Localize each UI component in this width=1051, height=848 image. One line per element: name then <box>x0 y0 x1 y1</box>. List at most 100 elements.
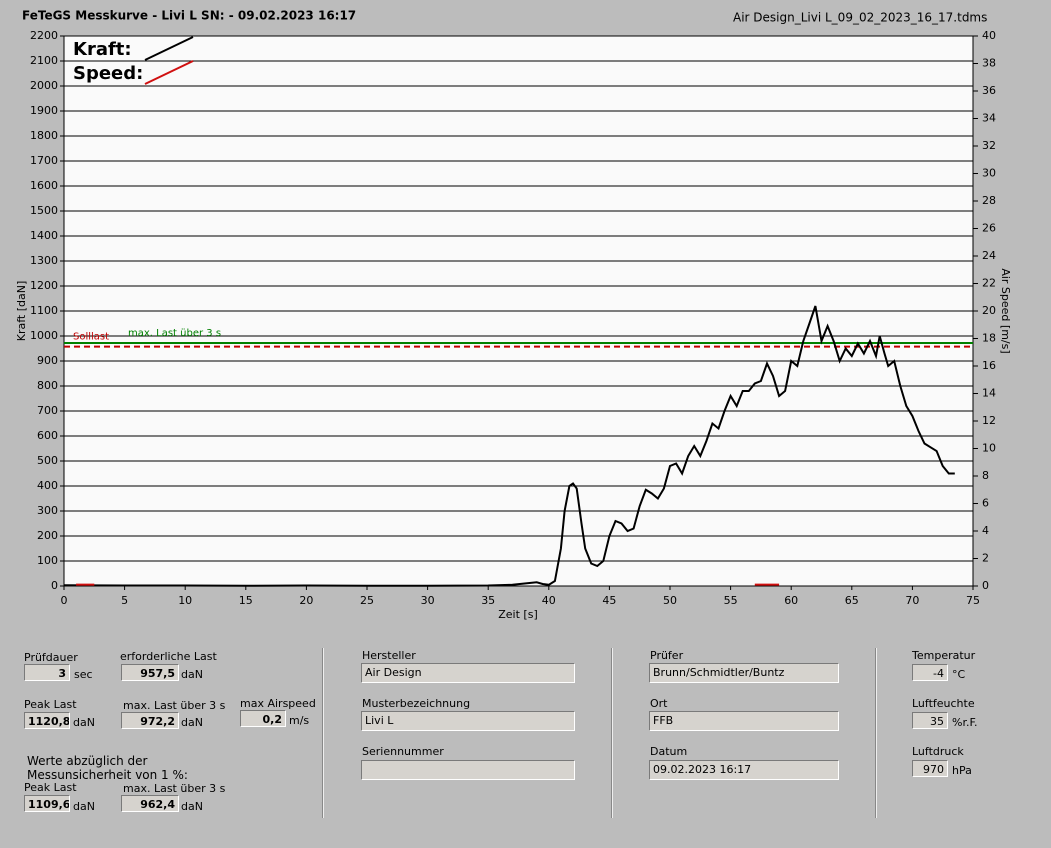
x-tick-label: 45 <box>602 594 616 607</box>
y-tick-label: 2200 <box>30 29 58 42</box>
y2-tick-label: 2 <box>982 552 989 565</box>
y2-tick-label: 10 <box>982 442 996 455</box>
y-axis-label: Kraft [daN] <box>15 281 28 342</box>
field-label: Seriennummer <box>362 745 444 758</box>
y-tick-label: 1900 <box>30 104 58 117</box>
field-value: 35 <box>912 712 948 729</box>
field-value <box>361 760 575 780</box>
y2-tick-label: 22 <box>982 277 996 290</box>
y2-tick-label: 38 <box>982 57 996 70</box>
separator <box>322 648 324 818</box>
y-tick-label: 900 <box>37 354 58 367</box>
field-value: 972,2 <box>121 712 179 729</box>
field-label: max. Last über 3 s <box>123 699 226 712</box>
field-value: 957,5 <box>121 664 179 681</box>
chart-title: FeTeGS Messkurve - Livi L SN: - 09.02.20… <box>22 9 356 23</box>
y-tick-label: 2000 <box>30 79 58 92</box>
field-label: Luftdruck <box>912 745 964 758</box>
x-tick-label: 65 <box>845 594 859 607</box>
field-label: Prüfer <box>650 649 684 662</box>
note: Messunsicherheit von 1 %: <box>27 768 188 782</box>
x-tick-label: 0 <box>61 594 68 607</box>
y2-tick-label: 8 <box>982 469 989 482</box>
x-axis-label: Zeit [s] <box>498 608 537 621</box>
y2-tick-label: 40 <box>982 29 996 42</box>
separator <box>875 648 877 818</box>
x-tick-label: 75 <box>966 594 980 607</box>
field-unit: m/s <box>289 714 310 727</box>
y2-tick-label: 26 <box>982 222 996 235</box>
field-value: Brunn/Schmidtler/Buntz <box>649 663 839 683</box>
field-unit: daN <box>73 716 95 729</box>
chart: FeTeGS Messkurve - Livi L SN: - 09.02.20… <box>15 9 1012 622</box>
y2-tick-label: 20 <box>982 304 996 317</box>
y-tick-label: 1800 <box>30 129 58 142</box>
series-line <box>63 305 955 587</box>
y-tick-label: 1300 <box>30 254 58 267</box>
field-unit: daN <box>73 800 95 813</box>
x-tick-label: 60 <box>784 594 798 607</box>
field-unit: daN <box>181 800 203 813</box>
field-value: 1109,6 <box>24 795 70 812</box>
x-tick-label: 40 <box>542 594 556 607</box>
legend-swatch <box>144 60 194 85</box>
y2-tick-label: 18 <box>982 332 996 345</box>
field-label: Hersteller <box>362 649 416 662</box>
x-tick-label: 5 <box>121 594 128 607</box>
x-tick-label: 30 <box>421 594 435 607</box>
field-label: Musterbezeichnung <box>362 697 471 710</box>
y-tick-label: 1600 <box>30 179 58 192</box>
x-tick-label: 20 <box>299 594 313 607</box>
field-label: Temperatur <box>912 649 976 662</box>
note: Werte abzüglich der <box>27 754 148 768</box>
field-label: Peak Last <box>24 698 77 711</box>
separator <box>611 648 613 818</box>
field-value: 3 <box>24 664 70 681</box>
y-tick-label: 200 <box>37 529 58 542</box>
field-unit: sec <box>74 668 93 681</box>
field-unit: hPa <box>952 764 972 777</box>
y2-tick-label: 14 <box>982 387 996 400</box>
reference-label: max. Last über 3 s <box>128 328 221 339</box>
field-label: max. Last über 3 s <box>123 782 226 795</box>
y2-tick-label: 0 <box>982 579 989 592</box>
y-tick-label: 700 <box>37 404 58 417</box>
x-tick-label: 10 <box>178 594 192 607</box>
y2-tick-label: 32 <box>982 139 996 152</box>
field-value: 09.02.2023 16:17 <box>649 760 839 780</box>
field-label: Datum <box>650 745 688 758</box>
y2-tick-label: 34 <box>982 112 996 125</box>
x-tick-label: 25 <box>360 594 374 607</box>
y-tick-label: 600 <box>37 429 58 442</box>
y2-tick-label: 30 <box>982 167 996 180</box>
y-tick-label: 400 <box>37 479 58 492</box>
field-label: Peak Last <box>24 781 77 794</box>
y2-tick-label: 28 <box>982 194 996 207</box>
field-label: Luftfeuchte <box>912 697 975 710</box>
y-tick-label: 1000 <box>30 329 58 342</box>
field-unit: daN <box>181 716 203 729</box>
y2-tick-label: 6 <box>982 497 989 510</box>
y-tick-label: 1100 <box>30 304 58 317</box>
field-value: FFB <box>649 711 839 731</box>
field-unit: %r.F. <box>952 716 978 729</box>
y-tick-label: 1200 <box>30 279 58 292</box>
x-tick-label: 50 <box>663 594 677 607</box>
y-tick-label: 100 <box>37 554 58 567</box>
reference-label: Solllast <box>73 332 109 343</box>
x-tick-label: 35 <box>481 594 495 607</box>
field-value: 0,2 <box>240 710 286 727</box>
field-value: Livi L <box>361 711 575 731</box>
field-value: 962,4 <box>121 795 179 812</box>
file-name: Air Design_Livi L_09_02_2023_16_17.tdms <box>733 11 987 25</box>
field-unit: daN <box>181 668 203 681</box>
y-tick-label: 0 <box>51 579 58 592</box>
field-label: erforderliche Last <box>120 650 217 663</box>
x-tick-label: 55 <box>724 594 738 607</box>
field-value: 970 <box>912 760 948 777</box>
y2-tick-label: 24 <box>982 249 996 262</box>
legend-swatch <box>144 36 194 61</box>
x-tick-label: 70 <box>905 594 919 607</box>
y-tick-label: 800 <box>37 379 58 392</box>
